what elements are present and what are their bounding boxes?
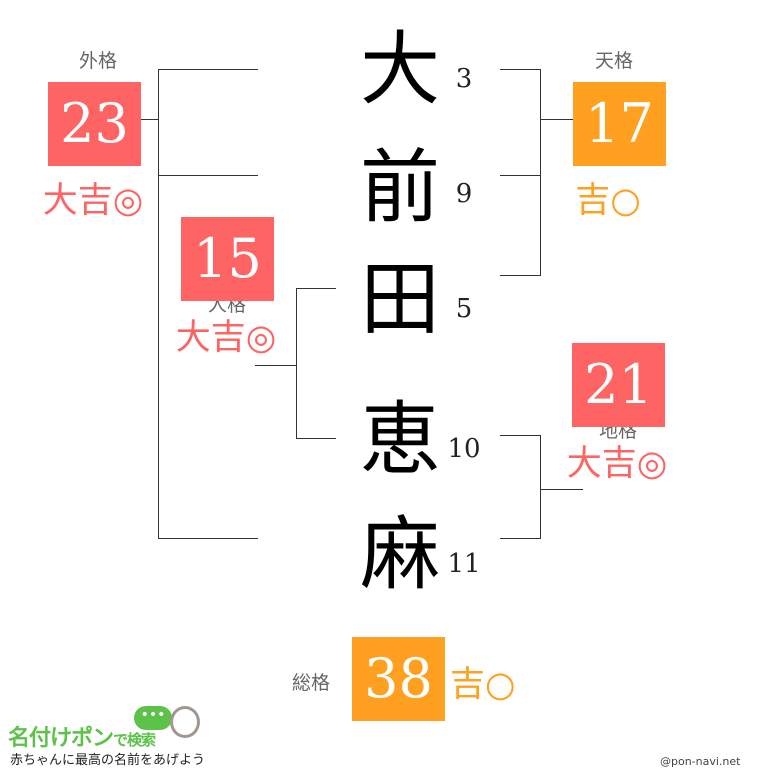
gaikaku-value: 23 bbox=[48, 82, 141, 166]
tenkaku-result: 吉○ bbox=[575, 181, 641, 221]
soukaku-label: 総格 bbox=[291, 672, 330, 694]
bracket-line bbox=[140, 119, 158, 120]
gaikaku-result: 大吉◎ bbox=[42, 181, 144, 221]
tenkaku-label: 天格 bbox=[594, 50, 633, 72]
jinkaku-result: 大吉◎ bbox=[175, 318, 277, 358]
name-char: 前 bbox=[360, 141, 440, 234]
bracket-line bbox=[540, 69, 541, 276]
name-char: 大 bbox=[360, 23, 440, 116]
soukaku-value: 38 bbox=[352, 637, 445, 721]
name-char: 恵 bbox=[360, 393, 440, 486]
credit: @pon-navi.net bbox=[660, 755, 741, 768]
bracket-line bbox=[540, 119, 573, 120]
stroke-count: 5 bbox=[455, 294, 473, 324]
stroke-count: 11 bbox=[447, 549, 481, 579]
logo-text: 名付けポン bbox=[8, 726, 114, 751]
bracket-line bbox=[255, 365, 296, 366]
soukaku-result: 吉○ bbox=[450, 665, 516, 705]
bracket-line bbox=[158, 175, 258, 176]
logo[interactable]: 名付けポンで検索 bbox=[8, 720, 156, 752]
chikaku-value: 21 bbox=[572, 343, 665, 427]
bracket-line bbox=[158, 538, 258, 539]
bracket-line bbox=[500, 275, 540, 276]
stroke-count: 9 bbox=[455, 179, 473, 209]
name-char: 田 bbox=[360, 253, 440, 346]
bracket-line bbox=[500, 69, 540, 70]
bracket-line bbox=[500, 435, 540, 436]
bracket-line bbox=[158, 69, 159, 539]
stroke-count: 3 bbox=[455, 64, 473, 94]
tenkaku-value: 17 bbox=[573, 82, 666, 166]
stroke-count: 10 bbox=[447, 434, 481, 464]
bracket-line bbox=[500, 538, 540, 539]
logo-suffix: で検索 bbox=[113, 731, 156, 749]
gaikaku-label: 外格 bbox=[78, 50, 117, 72]
chat-bubble-icon: ••• bbox=[134, 706, 172, 730]
tagline: 赤ちゃんに最高の名前をあげよう bbox=[10, 753, 206, 768]
bracket-line bbox=[296, 438, 336, 439]
bracket-line bbox=[500, 175, 540, 176]
chikaku-result: 大吉◎ bbox=[566, 444, 668, 484]
bracket-line bbox=[540, 435, 541, 539]
jinkaku-value: 15 bbox=[181, 217, 274, 301]
bracket-line bbox=[540, 489, 583, 490]
bracket-line bbox=[296, 288, 297, 439]
bracket-line bbox=[296, 288, 336, 289]
name-char: 麻 bbox=[360, 508, 440, 601]
bracket-line bbox=[158, 69, 258, 70]
baby-face-icon bbox=[170, 706, 200, 738]
